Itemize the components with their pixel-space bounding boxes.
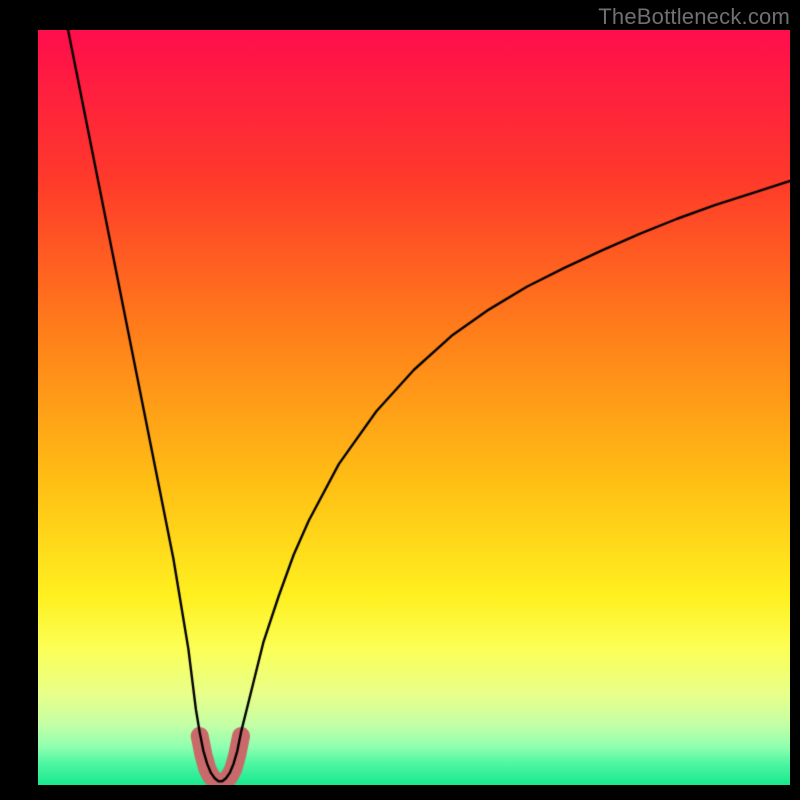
- curve-canvas: [38, 30, 790, 785]
- watermark-text: TheBottleneck.com: [598, 4, 790, 30]
- plot-area: [38, 30, 790, 785]
- chart-outer: TheBottleneck.com: [0, 0, 800, 800]
